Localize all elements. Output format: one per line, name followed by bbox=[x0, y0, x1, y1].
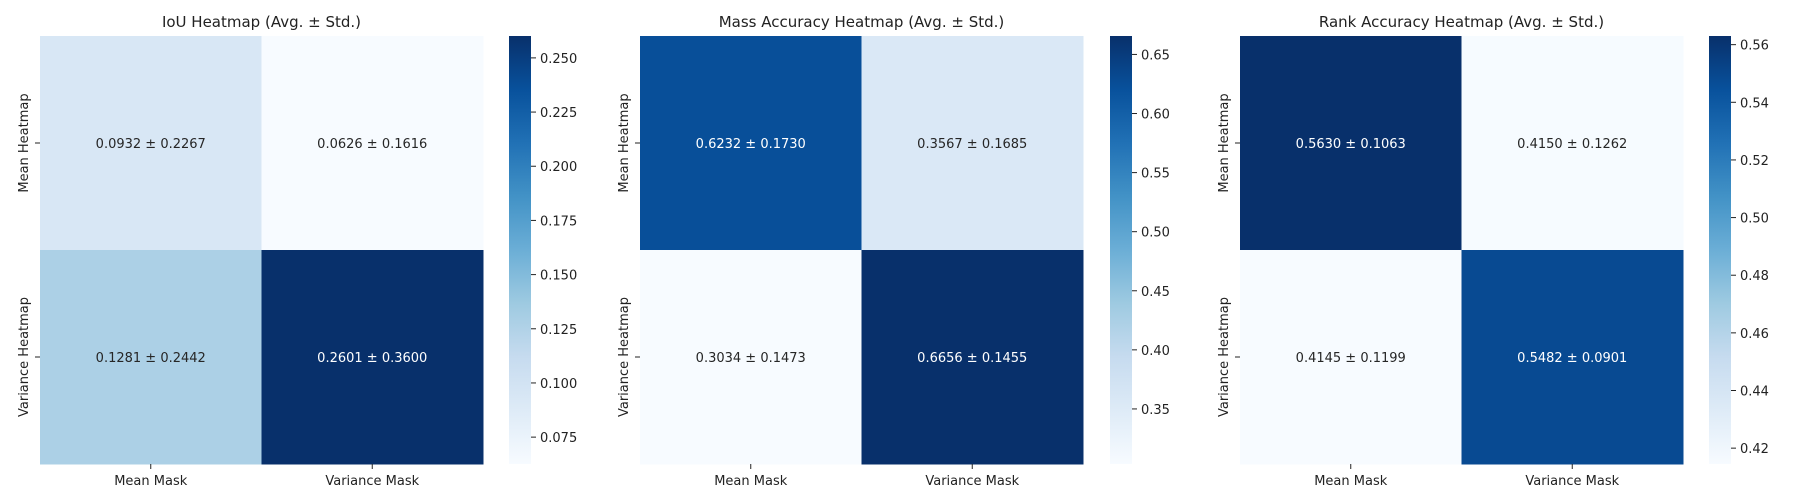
heatmap-cell[interactable] bbox=[261, 250, 484, 465]
chart-title: IoU Heatmap (Avg. ± Std.) bbox=[162, 13, 361, 31]
heatmap-cell[interactable] bbox=[1461, 36, 1684, 251]
cell-annotation: 0.4145 ± 0.1199 bbox=[1296, 351, 1406, 366]
colorbar-tick-label: 0.150 bbox=[540, 269, 577, 284]
y-tick-label: Variance Heatmap bbox=[1217, 297, 1232, 417]
colorbar-tick-label: 0.125 bbox=[540, 323, 577, 338]
colorbar-tick-label: 0.250 bbox=[540, 52, 577, 67]
colorbar-tick-label: 0.225 bbox=[540, 106, 577, 121]
heatmap-cell[interactable] bbox=[40, 36, 262, 251]
chart-title: Rank Accuracy Heatmap (Avg. ± Std.) bbox=[1319, 13, 1604, 31]
x-tick-label: Mean Mask bbox=[114, 474, 188, 489]
cell-annotation: 0.4150 ± 0.1262 bbox=[1517, 137, 1627, 152]
heatmap-cell[interactable] bbox=[861, 36, 1084, 251]
colorbar-tick-label: 0.50 bbox=[1740, 212, 1769, 227]
x-tick-label: Variance Mask bbox=[925, 474, 1019, 489]
colorbar-tick-label: 0.60 bbox=[1141, 108, 1170, 123]
y-tick-label: Variance Heatmap bbox=[617, 297, 632, 417]
x-tick-label: Variance Mask bbox=[1525, 474, 1619, 489]
x-tick-label: Mean Mask bbox=[1314, 474, 1388, 489]
colorbar-tick-label: 0.175 bbox=[540, 214, 577, 229]
heatmap-cell[interactable] bbox=[1461, 250, 1684, 465]
heatmap-panel-1: IoU Heatmap (Avg. ± Std.) 0.0932 ± 0.2267… bbox=[17, 13, 577, 489]
colorbar-tick-label: 0.35 bbox=[1141, 403, 1170, 418]
colorbar-tick-label: 0.42 bbox=[1740, 442, 1769, 457]
cell-annotation: 0.1281 ± 0.2442 bbox=[96, 351, 206, 366]
heatmap-cell[interactable] bbox=[861, 250, 1084, 465]
colorbar-tick-label: 0.44 bbox=[1740, 385, 1769, 400]
cell-annotation: 0.6656 ± 0.1455 bbox=[917, 351, 1027, 366]
colorbar-tick-label: 0.54 bbox=[1740, 96, 1769, 111]
heatmap-panel-2: Mass Accuracy Heatmap (Avg. ± Std.) 0.623… bbox=[617, 13, 1170, 489]
y-tick-label: Mean Heatmap bbox=[617, 93, 632, 192]
heatmap-panel-3: Rank Accuracy Heatmap (Avg. ± Std.) 0.563… bbox=[1217, 13, 1769, 489]
colorbar bbox=[1709, 36, 1731, 464]
colorbar-tick-label: 0.40 bbox=[1141, 344, 1170, 359]
colorbar-tick-label: 0.48 bbox=[1740, 269, 1769, 284]
x-tick-label: Variance Mask bbox=[325, 474, 419, 489]
x-tick-label: Mean Mask bbox=[714, 474, 788, 489]
heatmap-cell[interactable] bbox=[40, 250, 262, 465]
cell-annotation: 0.2601 ± 0.3600 bbox=[317, 351, 427, 366]
heatmap-cell[interactable] bbox=[261, 36, 484, 251]
cell-annotation: 0.0932 ± 0.2267 bbox=[96, 137, 206, 152]
heatmap-cell[interactable] bbox=[640, 36, 862, 251]
colorbar-tick-label: 0.46 bbox=[1740, 327, 1769, 342]
colorbar bbox=[1110, 36, 1132, 464]
cell-annotation: 0.6232 ± 0.1730 bbox=[696, 137, 806, 152]
heatmap-cell[interactable] bbox=[1240, 250, 1462, 465]
cell-annotation: 0.3567 ± 0.1685 bbox=[917, 137, 1027, 152]
colorbar-tick-label: 0.100 bbox=[540, 377, 577, 392]
colorbar-tick-label: 0.200 bbox=[540, 160, 577, 175]
y-tick-label: Mean Heatmap bbox=[1217, 93, 1232, 192]
cell-annotation: 0.5482 ± 0.0901 bbox=[1517, 351, 1627, 366]
colorbar-tick-label: 0.56 bbox=[1740, 39, 1769, 54]
colorbar-tick-label: 0.50 bbox=[1141, 226, 1170, 241]
colorbar-tick-label: 0.45 bbox=[1141, 285, 1170, 300]
colorbar bbox=[509, 36, 531, 464]
colorbar-tick-label: 0.65 bbox=[1141, 48, 1170, 63]
y-tick-label: Variance Heatmap bbox=[17, 297, 32, 417]
colorbar-tick-label: 0.52 bbox=[1740, 154, 1769, 169]
cell-annotation: 0.0626 ± 0.1616 bbox=[317, 137, 427, 152]
chart-title: Mass Accuracy Heatmap (Avg. ± Std.) bbox=[719, 13, 1005, 31]
colorbar-tick-label: 0.55 bbox=[1141, 167, 1170, 182]
heatmap-cell[interactable] bbox=[640, 250, 862, 465]
heatmap-cell[interactable] bbox=[1240, 36, 1462, 251]
colorbar-tick-label: 0.075 bbox=[540, 431, 577, 446]
cell-annotation: 0.3034 ± 0.1473 bbox=[696, 351, 806, 366]
y-tick-label: Mean Heatmap bbox=[17, 93, 32, 192]
cell-annotation: 0.5630 ± 0.1063 bbox=[1296, 137, 1406, 152]
